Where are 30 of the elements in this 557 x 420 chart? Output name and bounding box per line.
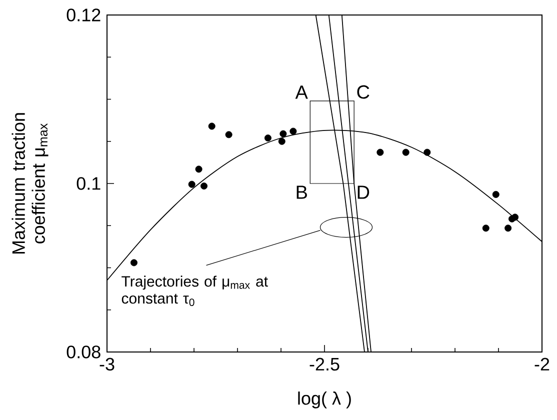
point — [278, 138, 286, 145]
point — [200, 182, 208, 190]
point — [376, 148, 384, 156]
y-tick-label: 0.08 — [66, 346, 100, 358]
x-tick-label: -2 — [534, 358, 550, 370]
x-tick-label: -2.5 — [310, 358, 340, 371]
point — [264, 134, 272, 142]
point — [290, 128, 297, 135]
point — [130, 259, 138, 266]
point — [482, 224, 490, 232]
point — [402, 148, 410, 156]
annotation: D — [358, 186, 370, 199]
point — [225, 131, 232, 138]
point — [424, 148, 431, 156]
x-tick-label: -3 — [100, 358, 114, 371]
annotation: C — [357, 85, 370, 99]
y-tick-label: 0.1 — [76, 177, 100, 190]
point — [208, 122, 216, 130]
annotation: B — [296, 186, 307, 199]
point — [280, 130, 287, 138]
text: Trajectories of μ$_{max}$ at constant τ$_{0}$ — [122, 276, 268, 306]
point — [492, 190, 500, 198]
annotation: A — [295, 86, 308, 99]
point — [512, 214, 519, 221]
x-axis-title: log( λ ) — [298, 392, 351, 408]
point — [195, 166, 202, 173]
point — [504, 224, 512, 232]
y-tick-label: 0.12 — [66, 8, 100, 22]
point — [188, 180, 196, 188]
y-axis-title: Maximum traction coefficient μ$_{max}$ — [12, 113, 48, 254]
